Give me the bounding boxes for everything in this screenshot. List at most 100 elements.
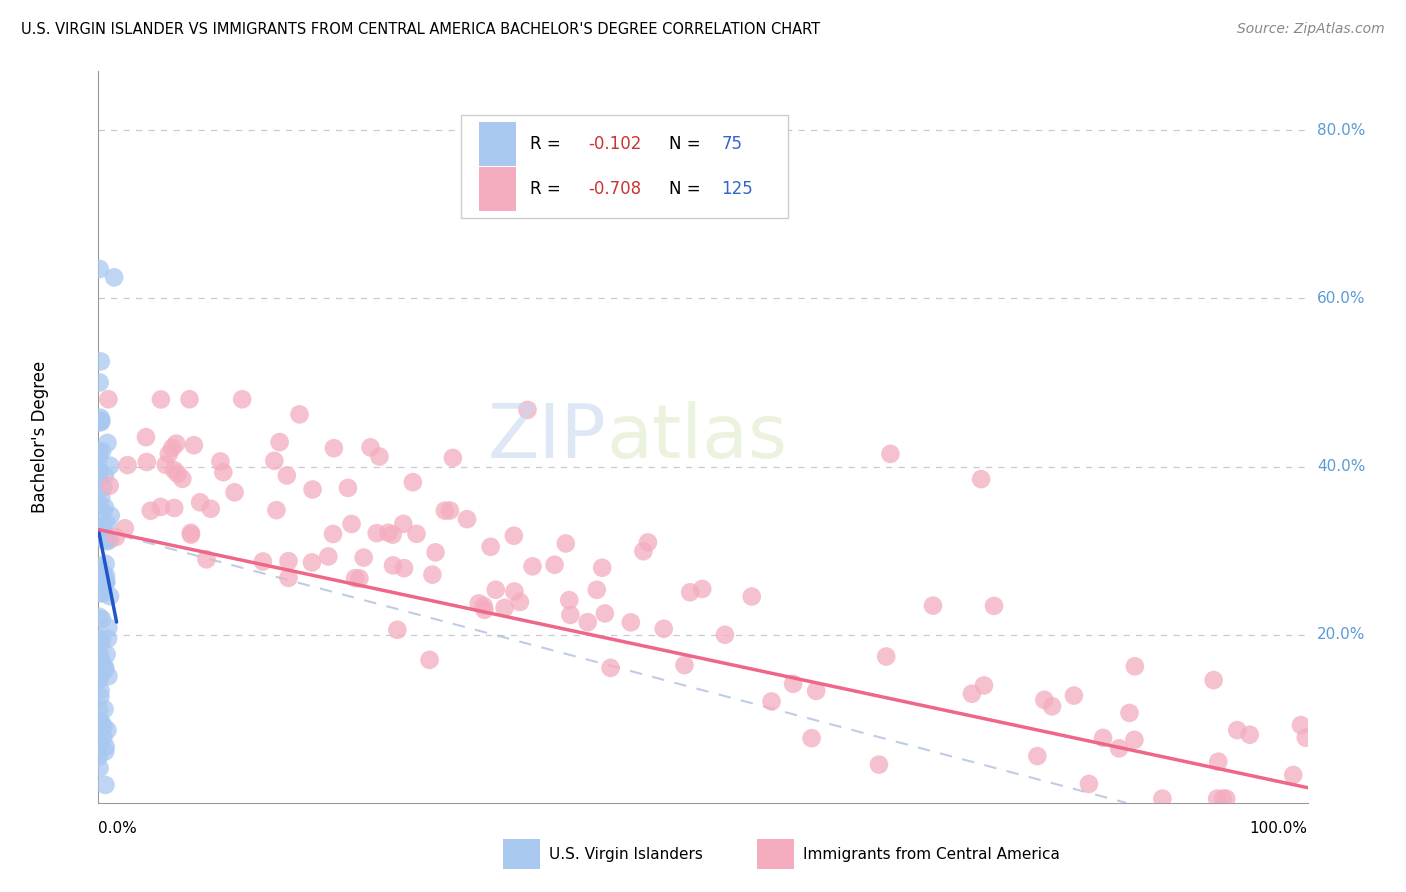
Point [93,518,115,533]
Point [94,778,117,792]
Point [91,717,114,731]
Point [1206,755,1229,769]
Text: 75: 75 [721,135,742,153]
Point [382,558,405,573]
Point [180,525,202,540]
Point [441,450,464,465]
Point [96,516,118,531]
Point [195,552,218,566]
Point [277,571,299,585]
Point [89,637,111,651]
Point [96,723,118,737]
Point [1282,768,1305,782]
Point [800,731,823,746]
Point [277,554,299,568]
Text: -0.102: -0.102 [588,135,641,153]
Point [94,662,117,676]
Text: Immigrants from Central America: Immigrants from Central America [803,847,1060,862]
Point [402,475,425,490]
Point [1092,731,1115,745]
Point [714,628,737,642]
Point [543,558,565,572]
Point [425,545,447,559]
Point [89,415,111,429]
Point [180,527,202,541]
Point [98,533,121,547]
Point [89,609,111,624]
Point [163,463,186,477]
Point [468,596,491,610]
Point [1118,706,1140,720]
Text: 20.0%: 20.0% [1317,627,1365,642]
Point [91,521,114,535]
Point [360,441,382,455]
Point [96,574,118,589]
Point [922,599,945,613]
Point [387,623,409,637]
Point [1108,741,1130,756]
Text: Bachelor's Degree: Bachelor's Degree [31,361,49,513]
Point [576,615,599,630]
Point [87,466,110,480]
Point [405,526,427,541]
Point [89,652,111,666]
Point [166,467,188,481]
Point [104,530,127,544]
Point [973,678,995,692]
Point [336,481,359,495]
Point [163,500,186,515]
Point [87,671,110,685]
Point [89,463,111,477]
Point [93,660,115,674]
Bar [503,839,540,869]
Text: U.S. Virgin Islanders: U.S. Virgin Islanders [550,847,703,862]
Point [368,450,391,464]
Point [419,653,441,667]
Point [149,392,172,407]
Text: ZIP: ZIP [488,401,606,474]
Point [94,500,117,515]
Point [135,455,157,469]
Point [89,445,111,459]
Point [516,403,538,417]
Point [87,472,110,486]
Bar [479,122,516,166]
Point [558,593,581,607]
Point [1215,791,1237,805]
Point [87,497,110,511]
Point [585,582,607,597]
Point [522,559,544,574]
Point [806,683,828,698]
Point [90,715,112,730]
Point [89,410,111,425]
Point [91,633,114,648]
Point [1123,659,1146,673]
Point [91,612,114,626]
Point [89,666,111,681]
Point [90,413,112,427]
Point [479,540,502,554]
Point [97,621,120,635]
Point [89,586,111,600]
Point [183,438,205,452]
Point [1123,732,1146,747]
Point [1289,718,1312,732]
Point [209,454,232,468]
Point [494,600,516,615]
Text: Source: ZipAtlas.com: Source: ZipAtlas.com [1237,22,1385,37]
Point [1206,791,1229,805]
Text: 60.0%: 60.0% [1317,291,1365,306]
Point [301,556,323,570]
Point [620,615,643,630]
Point [96,648,118,662]
Point [172,472,194,486]
Point [1239,728,1261,742]
Point [366,526,388,541]
Point [165,436,187,450]
Point [157,447,180,461]
Point [591,560,613,574]
Point [94,744,117,758]
Point [318,549,340,564]
Point [91,586,114,600]
Point [94,557,117,571]
